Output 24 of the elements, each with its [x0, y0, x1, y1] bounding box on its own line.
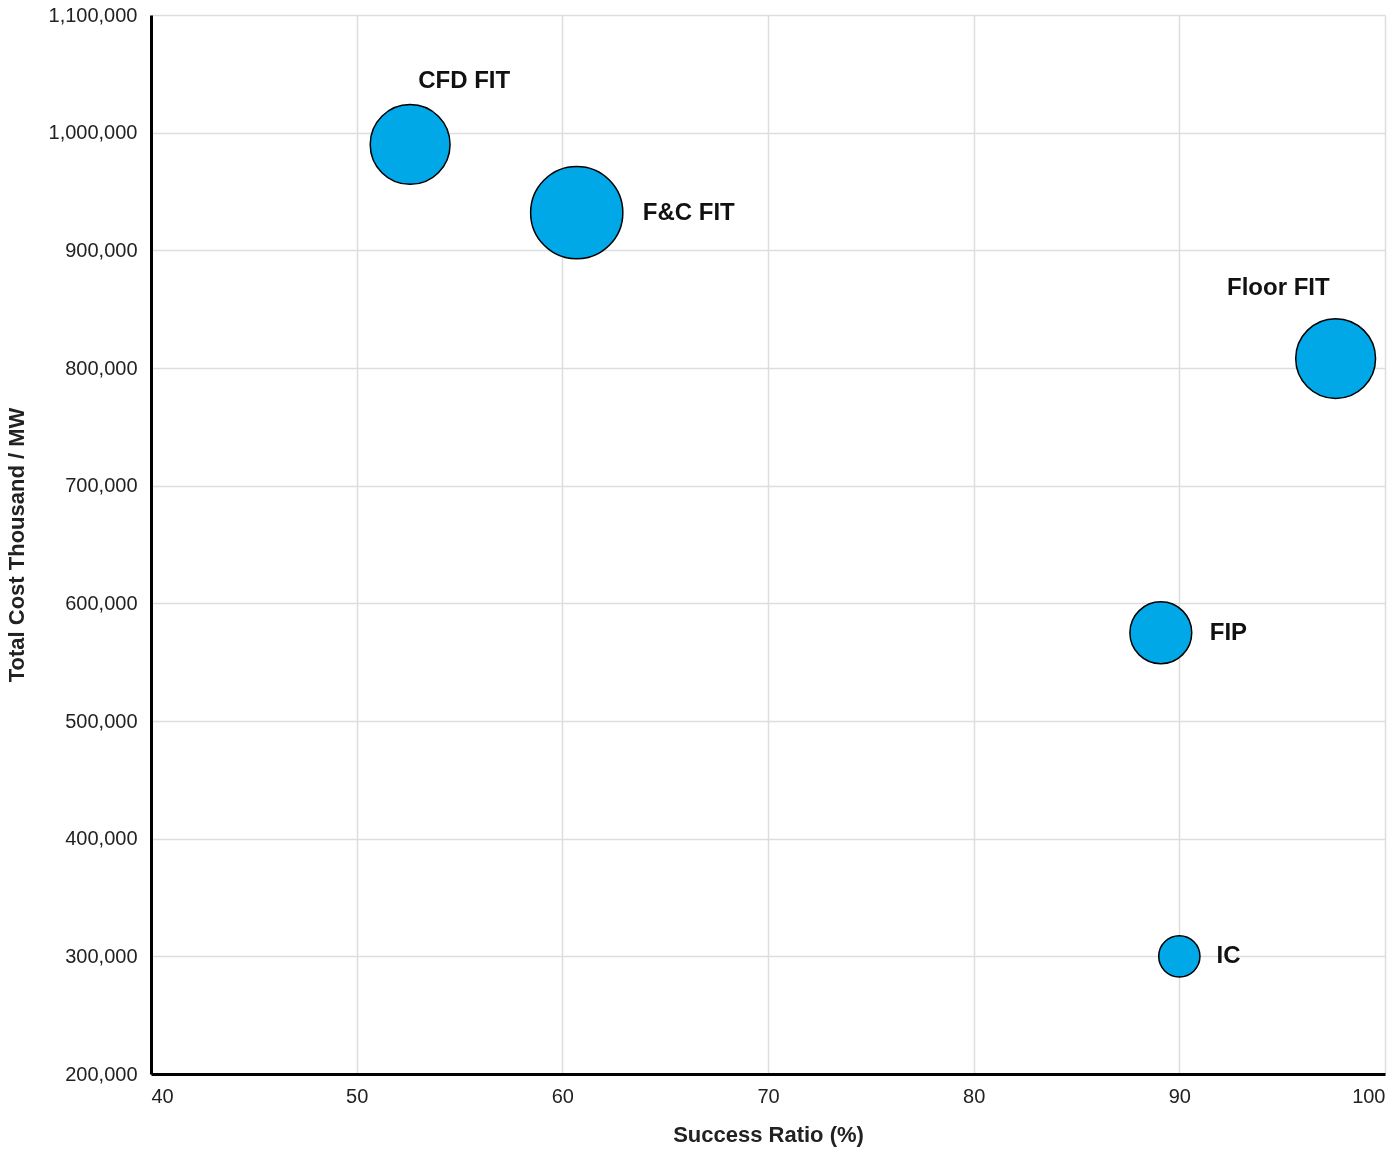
series-label: Floor FIT — [1226, 272, 1330, 300]
x-tick-label: 90 — [1168, 1084, 1191, 1107]
y-tick-label: 1,100,000 — [48, 3, 138, 26]
x-tick-label: 80 — [963, 1084, 986, 1107]
y-tick-label: 700,000 — [65, 474, 138, 497]
series-label: IC — [1216, 941, 1241, 969]
y-axis-title: Total Cost Thousand / MW — [3, 407, 29, 683]
y-tick-label: 600,000 — [65, 591, 138, 614]
y-tick-label: 500,000 — [65, 709, 138, 732]
series-label: FIP — [1209, 617, 1248, 645]
y-tick-label: 400,000 — [65, 827, 138, 850]
y-tick-label: 1,000,000 — [48, 121, 138, 144]
x-tick-label: 70 — [757, 1084, 780, 1107]
series-label: F&C FIT — [642, 197, 736, 225]
x-tick-label: 40 — [151, 1084, 174, 1107]
series-label: CFD FIT — [418, 66, 511, 94]
y-tick-label: 300,000 — [65, 944, 138, 967]
x-axis-title: Success Ratio (%) — [673, 1121, 864, 1147]
y-tick-label: 900,000 — [65, 238, 138, 261]
x-tick-label: 60 — [551, 1084, 574, 1107]
x-tick-label: 50 — [346, 1084, 369, 1107]
y-tick-label: 800,000 — [65, 356, 138, 379]
y-tick-label: 200,000 — [65, 1062, 138, 1085]
x-tick-label: 100 — [1352, 1084, 1386, 1107]
